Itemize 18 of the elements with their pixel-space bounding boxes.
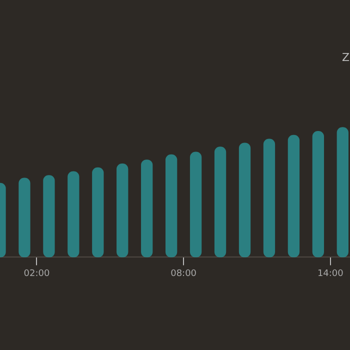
- bar: [141, 160, 153, 258]
- bar: [18, 178, 30, 258]
- x-tick-label: 02:00: [24, 268, 50, 279]
- bar: [166, 154, 178, 258]
- bar: [263, 138, 276, 258]
- bar: [238, 142, 251, 258]
- bar: [190, 152, 202, 258]
- x-tick-label: 08:00: [170, 268, 197, 279]
- bar: [288, 134, 300, 258]
- bar: [92, 167, 104, 258]
- bar: [336, 127, 348, 258]
- bar: [116, 163, 128, 258]
- bar: [214, 146, 226, 258]
- text: Z: [342, 50, 350, 64]
- bar: [68, 171, 80, 258]
- bar: [43, 175, 55, 258]
- x-tick-label: 14:00: [317, 268, 344, 279]
- bar: [312, 131, 324, 258]
